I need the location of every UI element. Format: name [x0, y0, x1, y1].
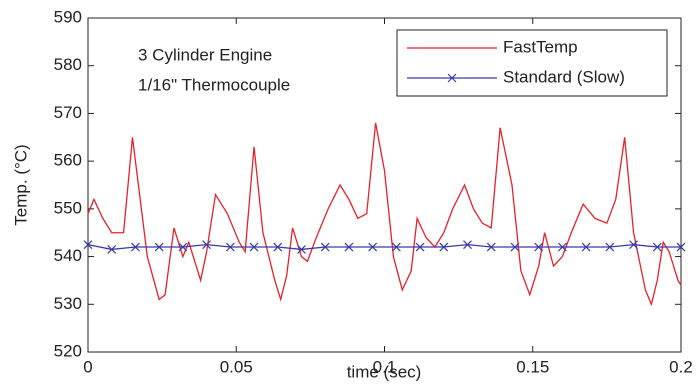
marker: [225, 242, 235, 252]
marker: [249, 242, 259, 252]
marker: [297, 244, 306, 254]
marker: [273, 242, 283, 252]
y-tick-label: 580: [54, 55, 82, 74]
x-tick-label: 0.05: [220, 357, 253, 376]
marker: [415, 242, 425, 252]
marker: [83, 240, 93, 250]
marker: [154, 242, 164, 252]
legend-label: FastTemp: [503, 37, 578, 56]
marker: [344, 242, 354, 252]
marker: [178, 242, 188, 252]
marker: [605, 242, 615, 252]
marker: [534, 242, 544, 252]
marker: [463, 240, 472, 250]
y-tick-label: 530: [54, 294, 82, 313]
x-tick-label: 0.1: [373, 357, 397, 376]
y-tick-label: 570: [54, 103, 82, 122]
series-line: [87, 122, 682, 307]
marker: [439, 242, 449, 252]
y-tick-label: 550: [54, 198, 82, 217]
marker: [629, 240, 638, 250]
marker: [131, 242, 140, 252]
y-tick-label: 560: [54, 151, 82, 170]
legend-box: [396, 29, 668, 97]
marker: [557, 242, 567, 252]
x-tick-label: 0.15: [516, 357, 549, 376]
y-tick-label: 520: [54, 341, 82, 360]
marker: [202, 240, 212, 250]
legend-label: Standard (Slow): [503, 67, 625, 86]
marker: [391, 242, 401, 252]
marker: [510, 242, 520, 252]
x-axis-label: time (sec): [347, 362, 422, 381]
marker: [581, 242, 591, 252]
y-axis-label: Temp. (°C): [11, 144, 30, 225]
marker: [368, 242, 378, 252]
marker: [447, 73, 457, 83]
marker: [652, 242, 662, 252]
marker: [486, 242, 496, 252]
y-tick-label: 590: [54, 7, 82, 26]
marker: [320, 242, 330, 252]
y-tick-label: 540: [54, 246, 82, 265]
x-tick-label: 0.2: [669, 357, 693, 376]
annotation: 3 Cylinder Engine: [138, 45, 272, 64]
series-line: [87, 243, 681, 251]
annotation: 1/16" Thermocouple: [138, 75, 290, 94]
marker: [676, 242, 686, 252]
marker: [107, 244, 117, 254]
x-tick-label: 0: [83, 357, 92, 376]
